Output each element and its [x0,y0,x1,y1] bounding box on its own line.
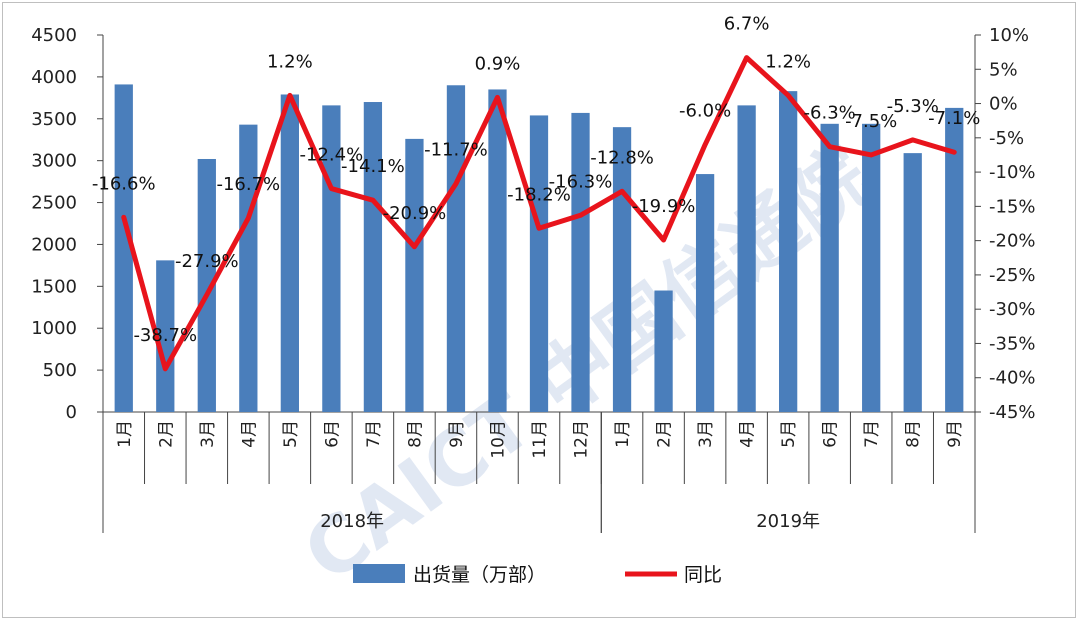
line-data-label: -7.1% [928,108,980,129]
bar [239,124,258,413]
x-axis-category-label: 9月 [447,420,467,448]
bar [114,84,133,412]
bar [571,112,590,412]
right-axis-tick-label: 5% [989,59,1018,80]
bar [363,102,383,413]
left-axis-tick-label: 4500 [31,25,77,46]
group-label: 2019年 [756,511,820,532]
bar [654,290,673,412]
x-axis-category-label: 6月 [322,420,342,448]
line-data-label: -6.3% [804,103,856,124]
legend-label-line: 同比 [684,564,722,586]
line-data-label: -6.0% [679,101,731,122]
x-axis-category-label: 8月 [405,420,425,448]
line-data-label: -38.7% [133,325,197,346]
x-axis-category-label: 5月 [779,420,799,448]
x-axis-category-label: 5月 [281,420,301,448]
left-axis-tick-label: 1500 [31,276,77,297]
bar [446,85,466,413]
x-axis-category-label: 3月 [198,420,218,448]
bar [695,174,715,412]
line-data-label: -16.6% [92,173,156,194]
right-axis-tick-label: -10% [989,162,1036,183]
left-axis-tick-label: 4000 [31,67,77,88]
x-axis-category-label: 3月 [696,420,716,448]
bar [737,105,756,412]
left-axis-tick-label: 3000 [31,151,77,172]
line-data-label: -11.7% [424,140,488,161]
x-axis-category-label: 6月 [821,420,841,448]
x-axis-category-label: 2月 [655,420,675,448]
bar [197,158,216,412]
legend-label-bar: 出货量（万部） [413,564,546,586]
right-axis-tick-label: 0% [989,94,1018,115]
left-axis-tick-label: 500 [43,360,77,381]
line-data-label: 0.9% [475,53,521,74]
left-axis-tick-label: 0 [66,402,77,423]
x-axis-category-label: 7月 [862,420,882,448]
x-axis-category-label: 12月 [572,420,592,459]
line-series [121,55,957,372]
bar [945,107,964,413]
left-axis-tick-label: 1000 [31,318,77,339]
line-data-label: 6.7% [724,14,770,35]
x-axis-category-label: 2月 [156,420,176,448]
line-data-label: -20.9% [383,203,447,224]
right-axis-tick-label: -30% [989,299,1036,320]
bar [862,123,881,412]
right-axis-tick-label: -25% [989,265,1036,286]
right-axis-tick-label: -45% [989,402,1036,423]
bar [820,123,839,412]
right-axis-tick-label: -35% [989,333,1036,354]
bar [156,260,175,412]
line-data-label: -19.9% [632,196,696,217]
bar [488,89,507,412]
bar [779,91,798,413]
line-data-label: -16.3% [549,171,613,192]
x-axis-category-label: 9月 [945,420,965,448]
data-labels: -16.6% -38.7% -27.9% -16.7% 1.2% -12.4%-14.1%… [92,14,980,346]
legend-swatch-bar [353,564,405,583]
x-axis-category-label: 10月 [488,420,508,459]
x-axis-category-label: 4月 [239,420,259,448]
bar-series [114,84,964,413]
bar [529,115,549,412]
right-axis-tick-label: -20% [989,231,1036,252]
left-axis-tick-label: 3500 [31,109,77,130]
left-axis-tick-label: 2500 [31,193,77,214]
line-data-label: -18.2% [507,184,571,205]
group-label: 2018年 [320,511,384,532]
right-axis-tick-label: 10% [989,25,1029,46]
bar [280,94,299,412]
left-axis-tick-label: 2000 [31,234,77,255]
right-axis-tick-label: -40% [989,368,1036,389]
line-data-label: -14.1% [341,156,405,177]
bar [903,153,922,413]
right-axis-tick-label: -5% [989,128,1024,149]
legend: 出货量（万部） 同比 [353,564,722,586]
x-axis-category-label: 4月 [738,420,758,448]
bar [612,127,632,413]
line-data-label: -16.7% [216,174,280,195]
x-axis-category-label: 8月 [904,420,924,448]
x-axis-category-label: 1月 [115,420,135,448]
line-data-label: -5.3% [887,96,939,117]
axes: 0 500 1000 1500 2000 2500 3000 3500 4000 4500 -45%… [31,25,1036,533]
line-data-label: -27.9% [175,251,239,272]
right-axis-tick-label: -15% [989,196,1036,217]
line-data-label: 1.2% [267,51,313,72]
line-data-label: -12.8% [590,147,654,168]
line-data-label: 1.2% [765,51,811,72]
bar [405,138,424,412]
x-axis-category-label: 1月 [613,420,633,448]
x-axis-category-label: 7月 [364,420,384,448]
line-data-label: -7.5% [845,111,897,132]
line-data-label: -12.4% [300,145,364,166]
x-axis-category-label: 11月 [530,420,550,459]
